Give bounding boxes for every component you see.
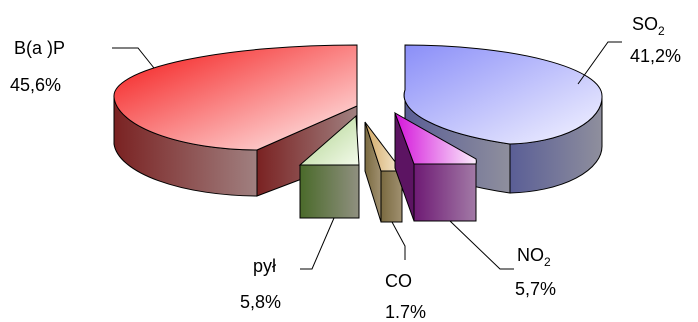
slice-co-top (364, 121, 404, 172)
leader-line-pyl (300, 217, 335, 270)
slice-no2 (394, 111, 477, 222)
category-label-bap: B(a )P (14, 38, 65, 58)
slice-pyl (298, 114, 360, 219)
leader-line-co (391, 221, 406, 260)
data-label-no2: NO2 5,7% (515, 245, 556, 299)
slice-bap-top (113, 44, 358, 151)
slice-so2-top (403, 44, 603, 145)
value-label-so2: 41,2% (630, 46, 681, 66)
leader-line-no2 (449, 220, 514, 270)
slice-pyl-top (298, 114, 360, 166)
slice-co (364, 121, 404, 223)
data-label-co: CO 1.7% (385, 271, 426, 322)
category-label-no2: NO2 (517, 245, 551, 269)
category-label-pyl: pył (253, 256, 276, 276)
value-label-pyl: 5,8% (240, 292, 281, 312)
value-label-no2: 5,7% (515, 279, 556, 299)
leader-line-bap (112, 47, 155, 69)
slice-no2-side-b (413, 163, 477, 222)
category-label-so2: SO2 (632, 14, 665, 38)
slice-pyl-side (299, 164, 360, 219)
category-label-co: CO (385, 271, 412, 291)
data-label-pyl: pył 5,8% (240, 256, 281, 312)
slice-bap (113, 44, 358, 197)
leader-line-so2 (577, 41, 622, 85)
slice-no2-top (394, 111, 477, 165)
value-label-bap: 45,6% (10, 75, 61, 95)
data-label-bap: B(a )P 45,6% (10, 38, 65, 95)
value-label-co: 1.7% (385, 302, 426, 322)
data-label-so2: SO2 41,2% (630, 14, 681, 66)
